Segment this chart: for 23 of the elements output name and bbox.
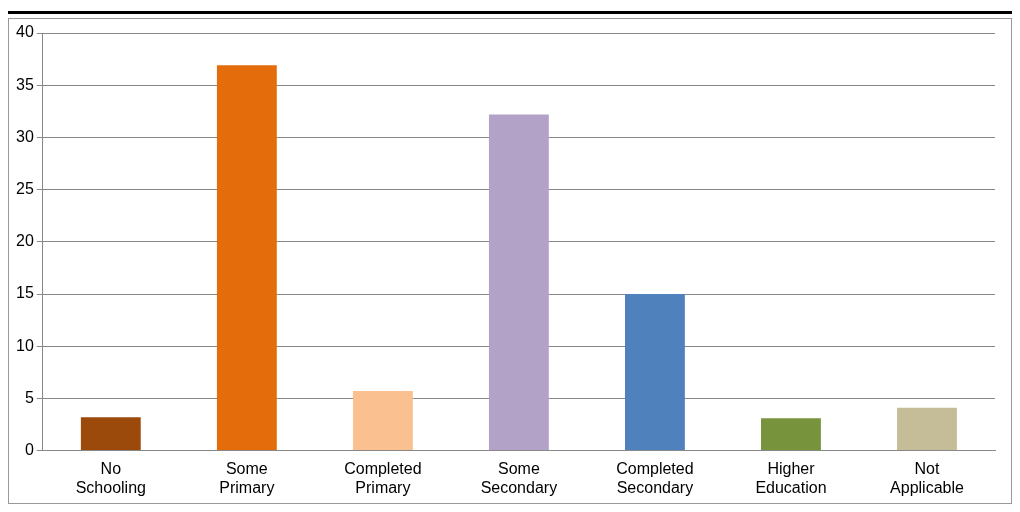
y-tick-label: 20 xyxy=(16,232,34,250)
y-tick-label: 5 xyxy=(24,388,34,406)
y-tick-label: 15 xyxy=(16,284,34,302)
y-tick-label: 35 xyxy=(16,75,34,93)
bar xyxy=(80,417,141,451)
bar xyxy=(216,65,277,451)
bar xyxy=(352,391,413,451)
bar xyxy=(761,418,821,451)
x-tick-label: Completed Primary xyxy=(344,459,422,496)
x-tick-label: Completed Secondary xyxy=(616,459,694,496)
y-tick-label: 0 xyxy=(24,441,34,459)
bar xyxy=(625,294,685,451)
y-tick-label: 25 xyxy=(16,180,34,198)
x-tick-label: Some Secondary xyxy=(480,459,558,496)
x-tick-label: No Schooling xyxy=(75,459,146,496)
bar xyxy=(897,407,957,451)
bar xyxy=(488,114,549,451)
x-tick-label: Some Primary xyxy=(219,459,275,496)
y-tick-label: 30 xyxy=(16,127,34,145)
x-tick-label: Higher Education xyxy=(755,459,827,496)
y-tick-label: 10 xyxy=(16,336,34,354)
y-tick-label: 40 xyxy=(16,23,34,41)
x-tick-label: Not Applicable xyxy=(890,459,964,496)
